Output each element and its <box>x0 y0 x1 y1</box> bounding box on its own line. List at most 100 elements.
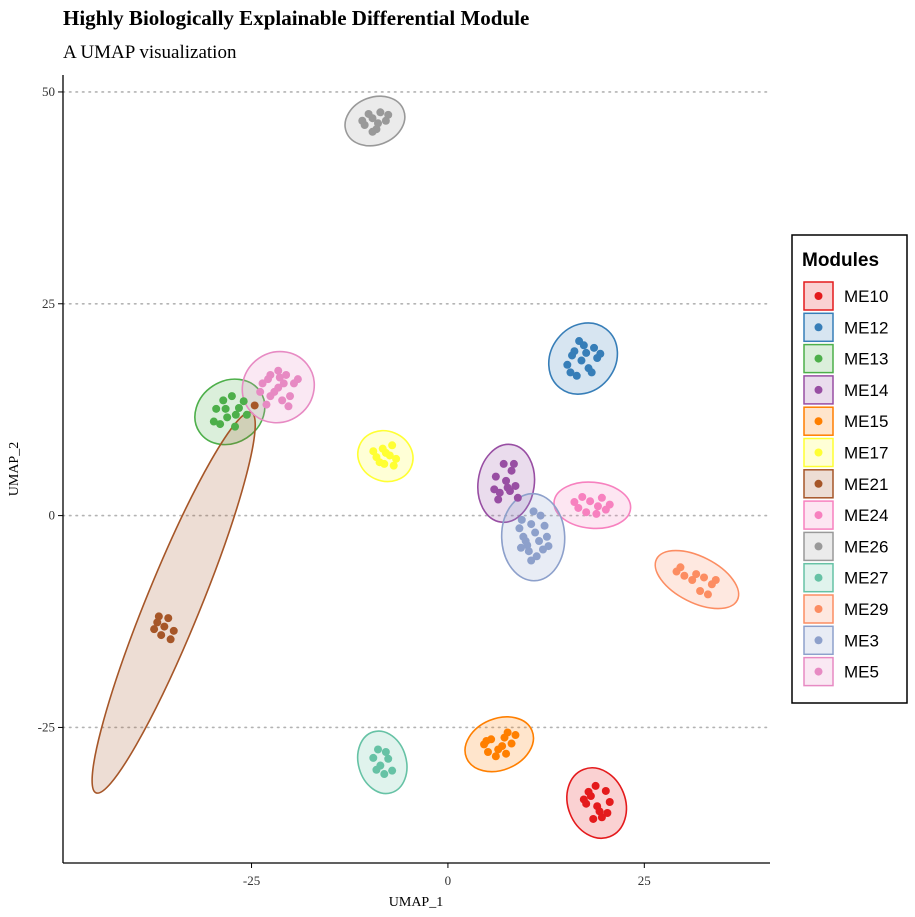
gridlines <box>62 91 771 729</box>
point-me24 <box>592 509 601 518</box>
legend-item-me15: ME15 <box>803 406 888 436</box>
legend-label: ME29 <box>844 600 888 619</box>
point-me3 <box>529 507 538 516</box>
point-me15 <box>511 731 520 740</box>
legend-key <box>803 437 834 468</box>
point-me29 <box>676 563 685 572</box>
point-me10 <box>595 807 604 816</box>
point-me29 <box>700 573 709 582</box>
point-me13 <box>212 404 221 413</box>
point-me3 <box>515 524 524 533</box>
point-me26 <box>358 116 367 125</box>
point-me5 <box>284 402 293 411</box>
point-me5 <box>258 379 267 388</box>
point-me3 <box>532 552 541 561</box>
point-me14 <box>511 481 520 490</box>
legend-item-me14: ME14 <box>803 375 888 405</box>
legend-label: ME27 <box>844 569 888 588</box>
point-me21 <box>160 622 169 631</box>
legend-item-me13: ME13 <box>803 343 888 374</box>
point-me3 <box>536 511 545 520</box>
data-points <box>150 108 720 823</box>
point-me24 <box>578 492 587 501</box>
point-me5 <box>266 392 275 401</box>
legend-label: ME24 <box>844 506 888 525</box>
legend-key-dot <box>814 511 823 520</box>
y-axis-ticks: -25 0 25 50 <box>38 84 63 734</box>
point-me10 <box>579 795 588 804</box>
point-me14 <box>494 495 503 504</box>
point-me14 <box>499 459 508 468</box>
legend-item-me26: ME26 <box>803 531 888 562</box>
point-me5 <box>279 379 288 388</box>
legend-key-dot <box>814 667 823 676</box>
point-me12 <box>568 351 577 360</box>
point-me5 <box>286 392 295 401</box>
legend-key-dot <box>814 605 823 613</box>
point-me10 <box>603 809 612 818</box>
legend-label: ME15 <box>844 412 888 431</box>
point-me17 <box>369 447 378 456</box>
point-me10 <box>589 814 598 823</box>
x-tick-label: -25 <box>243 873 260 888</box>
legend-key <box>803 625 834 656</box>
point-me27 <box>381 748 390 757</box>
point-me12 <box>596 349 605 358</box>
point-me24 <box>570 498 579 507</box>
x-tick-label: 25 <box>638 873 651 888</box>
point-me13 <box>223 413 232 422</box>
legend-label: ME3 <box>844 631 879 650</box>
point-me5 <box>256 387 265 396</box>
point-me5 <box>274 366 283 375</box>
point-me12 <box>590 343 599 352</box>
point-me24 <box>586 497 595 506</box>
point-me10 <box>601 786 610 795</box>
point-me29 <box>692 570 701 579</box>
legend-label: ME14 <box>844 381 888 400</box>
point-me3 <box>524 547 533 556</box>
legend-key-dot <box>814 292 823 300</box>
point-me12 <box>572 371 581 380</box>
point-me10 <box>591 781 600 790</box>
point-me14 <box>490 485 499 494</box>
point-me27 <box>384 754 393 763</box>
point-me24 <box>593 502 602 511</box>
point-me15 <box>498 742 507 751</box>
legend-key-dot <box>814 636 823 645</box>
y-axis-title: UMAP_2 <box>7 442 22 496</box>
point-me21 <box>150 625 159 634</box>
legend-item-me10: ME10 <box>803 281 888 311</box>
point-me3 <box>516 543 525 552</box>
point-me12 <box>575 337 584 346</box>
point-me13 <box>216 420 225 429</box>
point-me10 <box>605 797 614 806</box>
point-me29 <box>688 575 697 584</box>
legend-key-dot <box>814 354 823 363</box>
cluster-ellipse-me29 <box>654 549 740 610</box>
y-tick-label: 50 <box>42 84 55 99</box>
point-me3 <box>531 528 540 537</box>
point-me29 <box>680 571 689 580</box>
point-me14 <box>509 459 518 468</box>
point-me14 <box>491 472 500 481</box>
point-me17 <box>388 441 397 450</box>
point-me27 <box>372 765 381 774</box>
chart-subtitle: A UMAP visualization <box>63 42 237 63</box>
legend-label: ME10 <box>844 287 888 306</box>
legend-key <box>803 281 834 311</box>
x-axis-ticks: -25 0 25 <box>243 863 651 888</box>
legend-key-dot <box>814 448 823 457</box>
point-me3 <box>527 556 536 565</box>
point-me14 <box>513 493 522 502</box>
legend-item-me27: ME27 <box>803 562 888 593</box>
legend-item-me12: ME12 <box>803 312 888 343</box>
point-me17 <box>381 448 390 457</box>
legend-label: ME21 <box>844 475 888 494</box>
point-me27 <box>374 745 383 754</box>
chart-title: Highly Biologically Explainable Differen… <box>63 6 529 30</box>
cluster-ellipse-me21 <box>91 411 257 794</box>
legend-label: ME26 <box>844 537 888 556</box>
x-tick-label: 0 <box>445 873 452 888</box>
point-me3 <box>517 515 526 524</box>
